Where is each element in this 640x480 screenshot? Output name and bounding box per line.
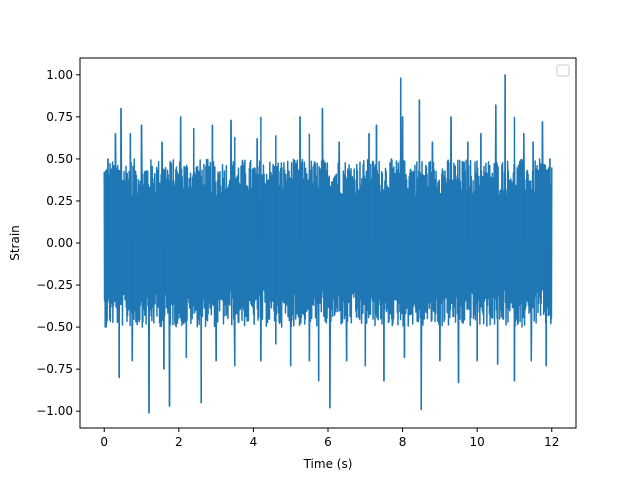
y-tick-label: −0.25 — [36, 278, 73, 292]
x-tick-label: 12 — [544, 435, 559, 449]
x-tick-label: 2 — [175, 435, 183, 449]
legend-box — [556, 64, 570, 77]
x-tick-label: 10 — [470, 435, 485, 449]
y-tick-label: −0.50 — [36, 320, 73, 334]
y-tick-label: −1.00 — [36, 404, 73, 418]
y-tick-label: 0.00 — [46, 236, 73, 250]
x-tick-label: 8 — [399, 435, 407, 449]
y-tick-label: 0.25 — [46, 194, 73, 208]
x-axis-label: Time (s) — [303, 457, 353, 471]
y-tick-label: 1.00 — [46, 68, 73, 82]
y-axis-label: Strain — [8, 225, 22, 261]
x-tick-label: 6 — [324, 435, 332, 449]
y-tick-label: −0.75 — [36, 362, 73, 376]
y-tick-label: 0.75 — [46, 110, 73, 124]
y-tick-label: 0.50 — [46, 152, 73, 166]
series-layer — [103, 74, 553, 414]
x-tick-label: 0 — [100, 435, 108, 449]
ticks-layer: 0 2 4 6 8 10 12 −1.00 −0.75 −0.50 −0.25 0.00 0.25 0.5… — [36, 68, 559, 449]
x-tick-label: 4 — [250, 435, 258, 449]
